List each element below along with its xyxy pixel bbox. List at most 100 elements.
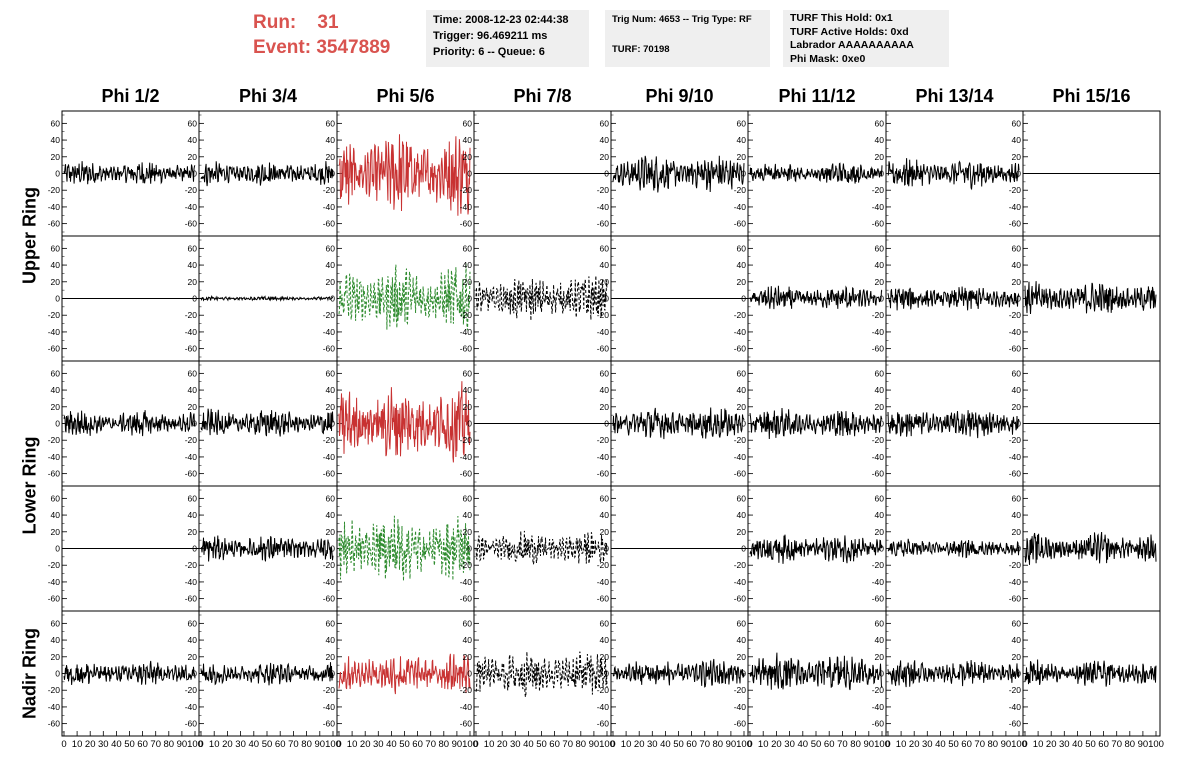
y-tick-label: 0 [879, 294, 884, 304]
y-tick-label: -40 [48, 202, 61, 212]
x-tick-label: 10 [209, 739, 220, 750]
x-tick-label: 50 [811, 739, 822, 750]
y-tick-label: 20 [326, 527, 336, 537]
x-tick-label: 100 [736, 739, 752, 750]
y-tick-label: 0 [467, 419, 472, 429]
y-tick-label: -20 [185, 685, 198, 695]
x-tick-label: 60 [824, 739, 835, 750]
y-tick-label: 60 [875, 493, 885, 503]
x-tick-label: 50 [124, 739, 135, 750]
y-tick-label: 20 [1012, 652, 1022, 662]
y-tick-label: 0 [55, 544, 60, 554]
y-tick-label: 60 [51, 243, 61, 253]
waveform-panel: 60 40 20 0 -20 -40 -60 [460, 235, 612, 362]
y-tick-label: -40 [872, 452, 885, 462]
waveform-panel: 60 40 20 0 -20 -40 -60 [323, 110, 475, 237]
y-tick-label: 20 [737, 402, 747, 412]
y-tick-label: -20 [185, 185, 198, 195]
y-tick-label: 0 [879, 544, 884, 554]
x-tick-label: 30 [922, 739, 933, 750]
y-tick-label: -20 [597, 185, 610, 195]
waveform-line [200, 535, 334, 562]
y-tick-label: -40 [48, 327, 61, 337]
y-tick-label: 0 [55, 669, 60, 679]
y-tick-label: 40 [51, 135, 61, 145]
y-tick-label: 40 [51, 260, 61, 270]
y-tick-label: 20 [463, 152, 473, 162]
y-tick-label: -60 [597, 594, 610, 604]
waveform-panel: 60 40 20 0 -20 -40 -60 [597, 360, 749, 487]
y-tick-label: -60 [323, 594, 336, 604]
y-tick-label: 40 [1012, 385, 1022, 395]
y-tick-label: -20 [597, 310, 610, 320]
y-tick-label: 0 [604, 294, 609, 304]
y-tick-label: -40 [1009, 327, 1022, 337]
waveform-line [200, 408, 334, 437]
y-tick-label: 0 [55, 419, 60, 429]
x-tick-label: 60 [961, 739, 972, 750]
column-title: Phi 7/8 [513, 86, 572, 106]
y-tick-label: 60 [188, 493, 198, 503]
x-tick-label: 0 [610, 739, 615, 750]
y-tick-label: 60 [1012, 493, 1022, 503]
x-tick-label: 30 [784, 739, 795, 750]
x-tick-label: 40 [935, 739, 946, 750]
y-tick-label: -60 [48, 719, 61, 729]
y-tick-label: -40 [323, 577, 336, 587]
y-tick-label: 60 [600, 618, 610, 628]
panel-frame [198, 110, 338, 237]
x-tick-label: 40 [523, 739, 534, 750]
y-tick-label: -60 [1009, 219, 1022, 229]
y-tick-label: -40 [460, 202, 473, 212]
y-tick-label: 0 [55, 169, 60, 179]
y-tick-label: -60 [1009, 594, 1022, 604]
y-tick-label: -40 [597, 702, 610, 712]
y-tick-label: -60 [323, 344, 336, 354]
y-tick-label: -40 [1009, 702, 1022, 712]
y-tick-label: -60 [1009, 344, 1022, 354]
turf-line: TURF: 70198 [612, 44, 670, 55]
y-tick-label: -60 [460, 719, 473, 729]
y-tick-label: 0 [192, 169, 197, 179]
x-tick-label: 20 [497, 739, 508, 750]
y-tick-label: 40 [188, 510, 198, 520]
run-row: Run: 31 [253, 10, 390, 35]
waveform-line [200, 295, 333, 302]
y-tick-label: 20 [51, 652, 61, 662]
x-tick-label: 70 [425, 739, 436, 750]
y-tick-label: 0 [467, 669, 472, 679]
y-tick-label: -20 [48, 310, 61, 320]
y-tick-label: 20 [188, 152, 198, 162]
y-tick-label: -40 [872, 202, 885, 212]
waveform-line [200, 161, 334, 187]
x-tick-label: 100 [874, 739, 890, 750]
y-tick-label: 0 [192, 544, 197, 554]
x-tick-label: 0 [885, 739, 890, 750]
y-tick-label: 0 [604, 544, 609, 554]
waveform-panel: 60 40 20 0 -20 -40 -60 [185, 360, 338, 487]
x-tick-label: 30 [235, 739, 246, 750]
x-tick-label: 70 [288, 739, 299, 750]
y-tick-label: -40 [48, 702, 61, 712]
waveform-line [749, 162, 883, 184]
y-tick-label: 60 [326, 243, 336, 253]
y-tick-label: -20 [323, 560, 336, 570]
event-label: Event: [253, 37, 312, 58]
x-tick-label: 100 [325, 739, 341, 750]
waveform-line [749, 407, 883, 440]
y-tick-label: 20 [737, 527, 747, 537]
x-tick-label: 60 [549, 739, 560, 750]
x-tick-label: 70 [699, 739, 710, 750]
y-tick-label: -40 [872, 577, 885, 587]
y-tick-label: -60 [734, 344, 747, 354]
y-tick-label: -20 [323, 435, 336, 445]
x-tick-label: 90 [1001, 739, 1012, 750]
y-tick-label: 0 [604, 419, 609, 429]
waveform-panel: 60 40 20 0 -20 -40 -60 [1009, 235, 1161, 362]
y-tick-label: -20 [185, 560, 198, 570]
y-tick-label: 40 [1012, 635, 1022, 645]
x-tick-label: 70 [974, 739, 985, 750]
